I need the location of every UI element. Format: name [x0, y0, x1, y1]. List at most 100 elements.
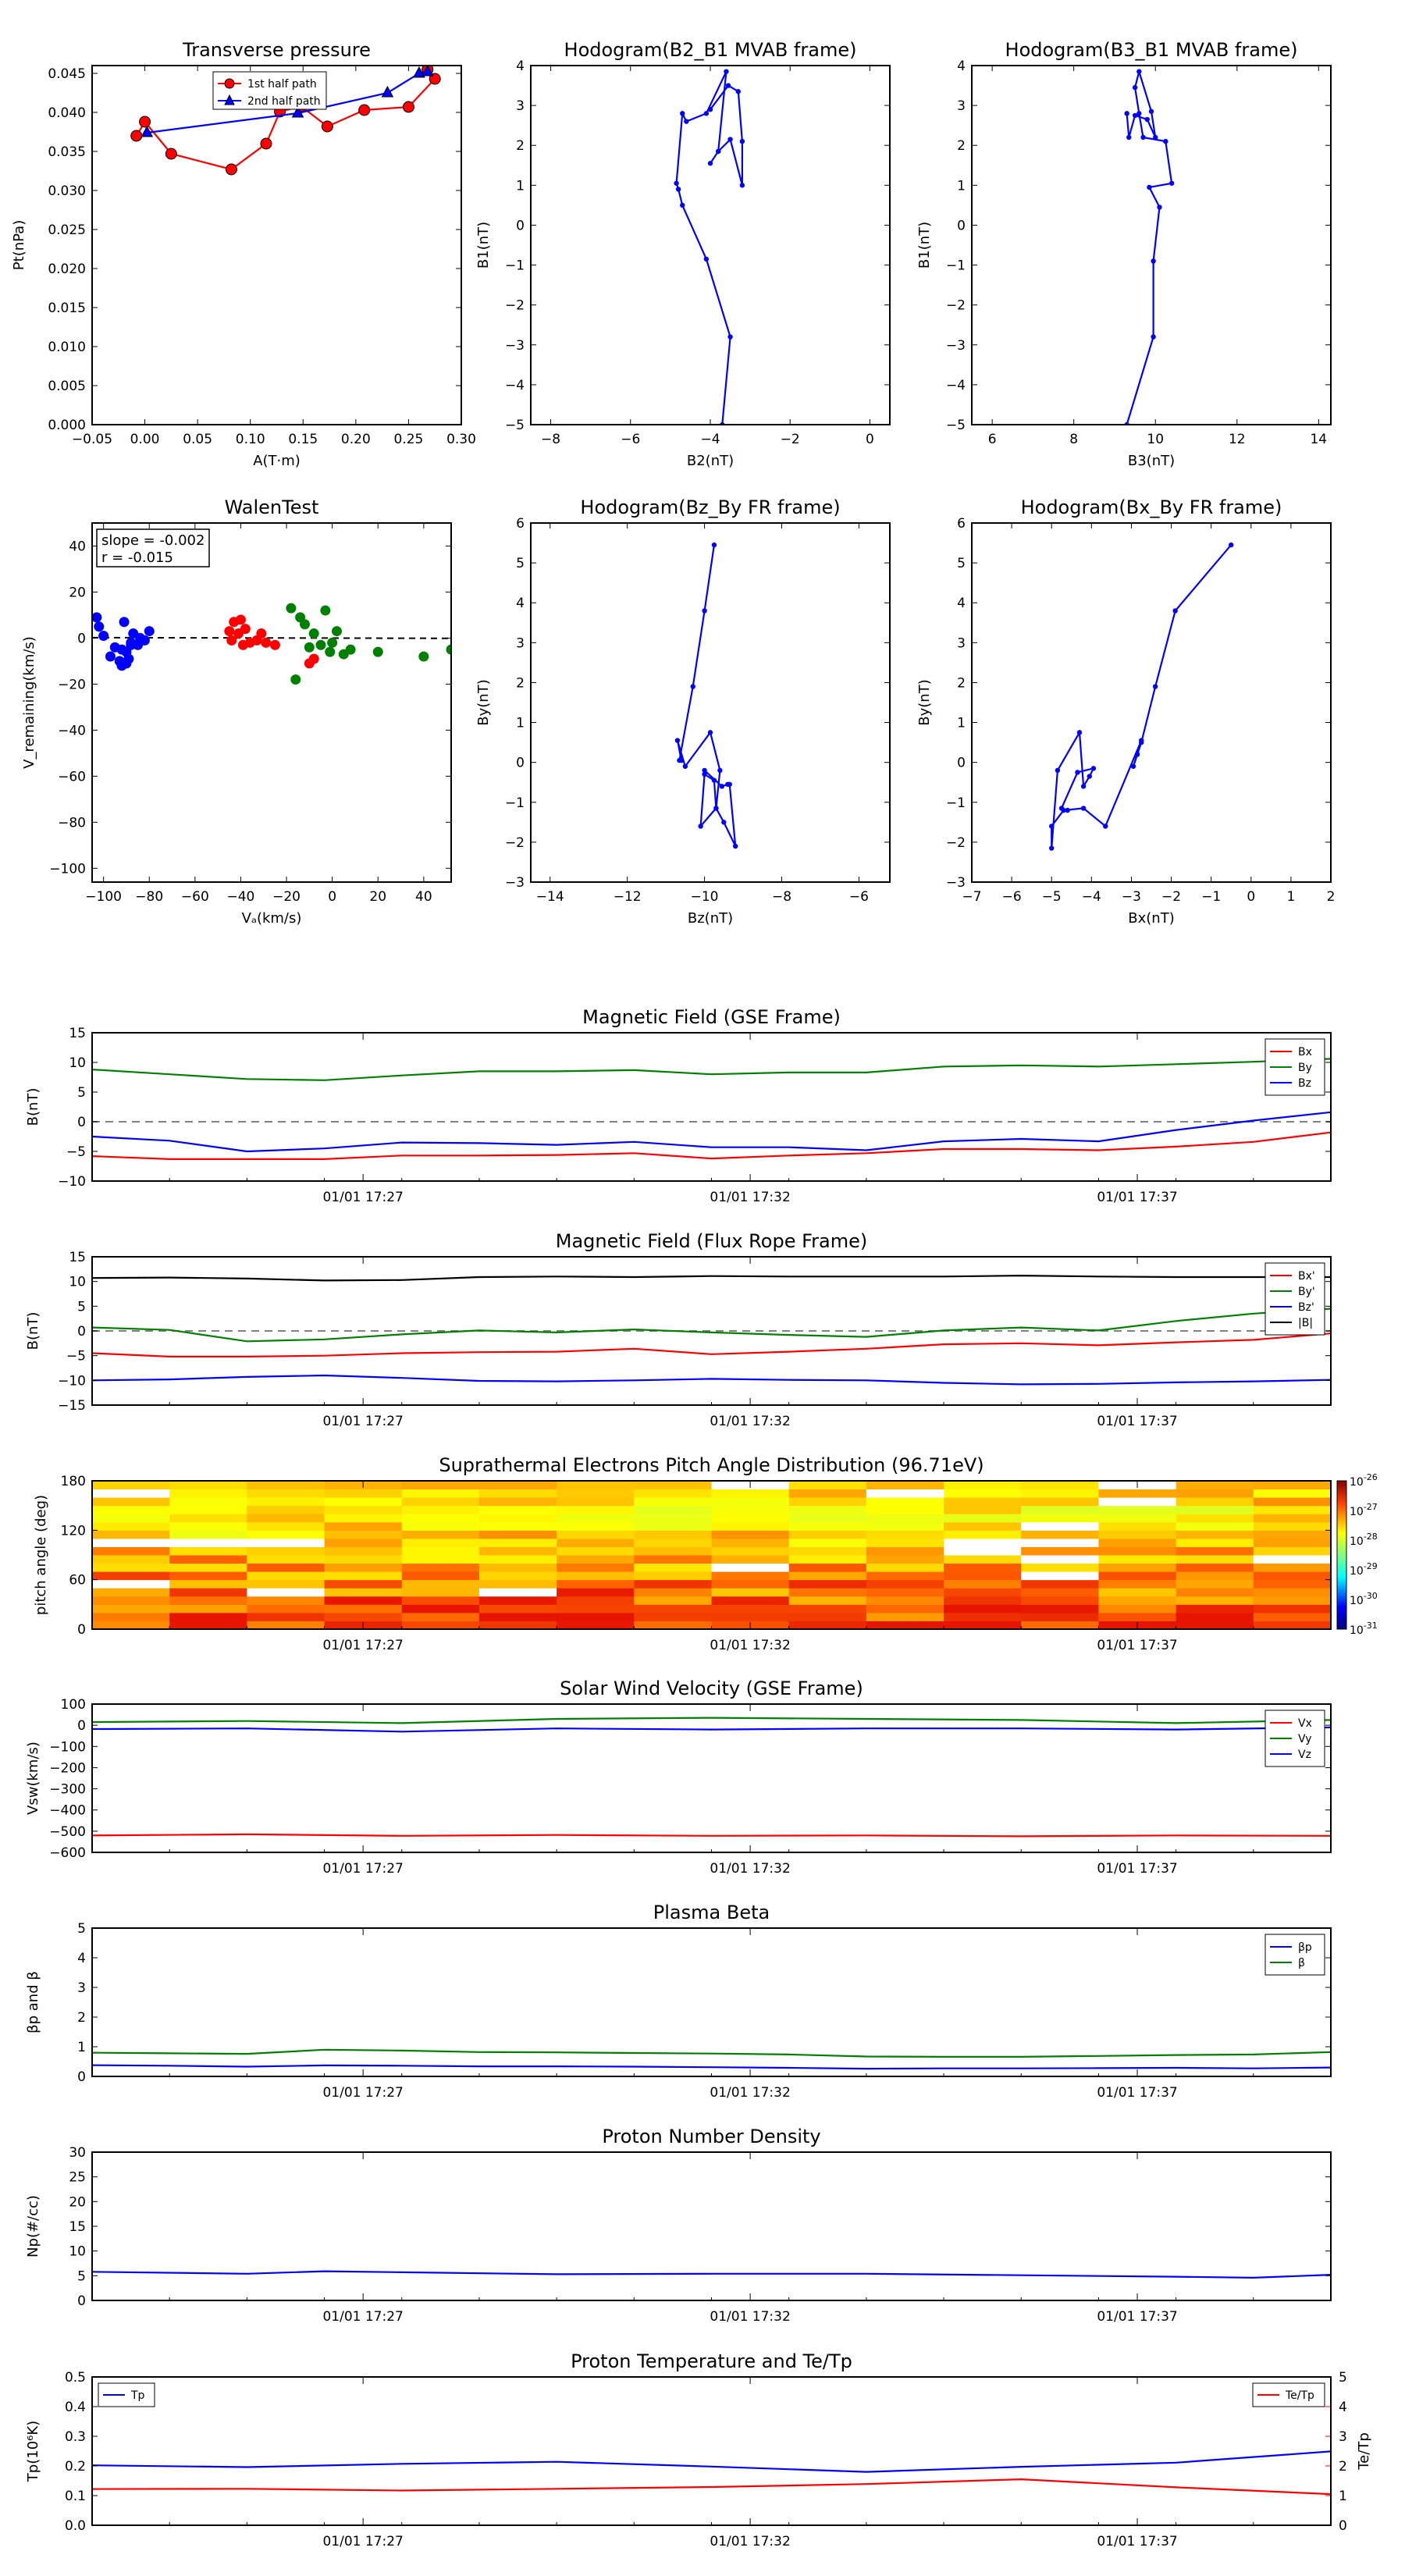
data-point	[682, 763, 688, 769]
y-tick-label: −300	[49, 1782, 86, 1798]
heatmap-cell	[788, 1489, 867, 1498]
x-tick-label: 1	[1286, 889, 1295, 905]
axes-frame	[91, 1480, 1332, 1630]
heatmap-cell	[1021, 1538, 1099, 1547]
series-line-By'	[92, 1308, 1331, 1343]
x-axis-label: A(T·m)	[253, 453, 301, 469]
heatmap-cell	[169, 1604, 247, 1614]
y-tick-label: 0.040	[48, 105, 86, 121]
y2-tick-label: 3	[1339, 2429, 1347, 2445]
heatmap-cell	[1253, 1546, 1331, 1556]
heatmap-cell	[169, 1571, 247, 1581]
heatmap-cell	[478, 1588, 557, 1597]
heatmap-cell	[92, 1538, 170, 1547]
heatmap-cell	[247, 1604, 325, 1614]
data-point	[332, 626, 343, 637]
heatmap-cell	[1021, 1571, 1099, 1581]
heatmap-cell	[401, 1505, 480, 1514]
heatmap-cell	[401, 1514, 480, 1523]
data-point	[739, 183, 745, 188]
heatmap-cell	[1176, 1514, 1254, 1523]
heatmap-cell	[401, 1604, 480, 1614]
heatmap-cell	[944, 1588, 1022, 1597]
data-point	[119, 617, 130, 628]
x-tick-label: 2	[1327, 889, 1336, 905]
y-tick-label: 2	[516, 138, 525, 154]
x-tick-label: −10	[691, 889, 719, 905]
x-axis-label: Bz(nT)	[688, 910, 733, 927]
x-tick-label: 0.30	[446, 432, 476, 447]
y2-tick-label: 1	[1339, 2489, 1347, 2504]
data-point	[703, 256, 710, 262]
plot-area-hodo_b2b1	[674, 69, 745, 425]
data-point	[226, 635, 237, 646]
heatmap-cell	[711, 1514, 790, 1523]
data-point	[256, 628, 267, 639]
heatmap-cell	[478, 1596, 557, 1605]
panel-np: Proton Number Density 0 5 10 15 20 25 30 01/01 1…	[25, 2126, 1332, 2325]
heatmap-cell	[634, 1489, 712, 1498]
heatmap-cell	[478, 1612, 557, 1621]
chart-title: WalenTest	[225, 496, 319, 518]
data-point	[1144, 116, 1150, 123]
data-point	[1076, 730, 1083, 735]
time-tick-label: 01/01 17:32	[710, 2085, 790, 2101]
y-tick-label: 180	[61, 1474, 86, 1489]
y-tick-label: −200	[49, 1760, 86, 1776]
y-tick-label: 0.015	[48, 301, 86, 316]
heatmap-cell	[866, 1521, 944, 1531]
time-tick-label: 01/01 17:27	[322, 1861, 403, 1877]
heatmap-cell	[1098, 1612, 1177, 1621]
panel-hodo_b3b1: Hodogram(B3_B1 MVAB frame)−5−4−3−2−10123…	[916, 39, 1332, 469]
y-tick-label: 1	[516, 178, 525, 194]
data-point	[1136, 69, 1142, 74]
heatmap-cell	[1253, 1571, 1331, 1581]
axes-frame	[91, 1703, 1332, 1853]
data-point	[719, 784, 725, 789]
data-point	[1087, 774, 1092, 779]
legend	[1264, 1934, 1325, 1976]
heatmap-cell	[1021, 1521, 1099, 1531]
heatmap-cell	[324, 1596, 403, 1605]
heatmap-cell	[478, 1563, 557, 1572]
heatmap-cell	[944, 1521, 1022, 1531]
y-tick-label: 0	[77, 1324, 86, 1340]
x-tick-label: −5	[1042, 889, 1062, 905]
data-point	[325, 646, 336, 657]
y-tick-label: 4	[957, 59, 966, 74]
x-tick-label: 20	[369, 889, 386, 905]
y-tick-label: 3	[957, 635, 966, 651]
y-tick-label: 0.035	[48, 144, 86, 160]
heatmap-cell	[788, 1555, 867, 1564]
heatmap-cell	[1176, 1588, 1254, 1597]
data-point	[413, 66, 425, 78]
data-point	[1058, 806, 1065, 811]
heatmap-cell	[944, 1481, 1022, 1490]
heatmap-cell	[711, 1505, 790, 1514]
legend-label: Vz	[1298, 1749, 1311, 1761]
time-tick-label: 01/01 17:27	[322, 2085, 403, 2101]
data-point	[721, 820, 727, 825]
y-tick-label: −2	[505, 298, 525, 314]
plot-area-walen	[92, 603, 451, 685]
data-point	[680, 202, 685, 208]
data-point	[139, 635, 150, 646]
data-point	[739, 138, 745, 144]
y-axis-label: B(nT)	[25, 1088, 41, 1126]
y-tick-label: 15	[69, 2219, 86, 2235]
data-point	[1132, 84, 1138, 91]
y-tick-label: 2	[957, 138, 966, 154]
data-point	[225, 163, 237, 176]
chart-title: Magnetic Field (Flux Rope Frame)	[556, 1230, 867, 1252]
y-axis-label: pitch angle (deg)	[33, 1495, 49, 1615]
y-tick-label: 0.1	[65, 2489, 86, 2504]
heatmap-cell	[478, 1514, 557, 1523]
x-tick-label: −6	[1002, 889, 1022, 905]
y-tick-label: −5	[505, 418, 525, 433]
y-tick-label: 120	[61, 1523, 86, 1539]
y-tick-label: −600	[49, 1845, 86, 1861]
data-point	[116, 644, 127, 655]
data-point	[92, 612, 102, 623]
heatmap-cell	[247, 1588, 325, 1597]
heatmap-cell	[866, 1596, 944, 1605]
